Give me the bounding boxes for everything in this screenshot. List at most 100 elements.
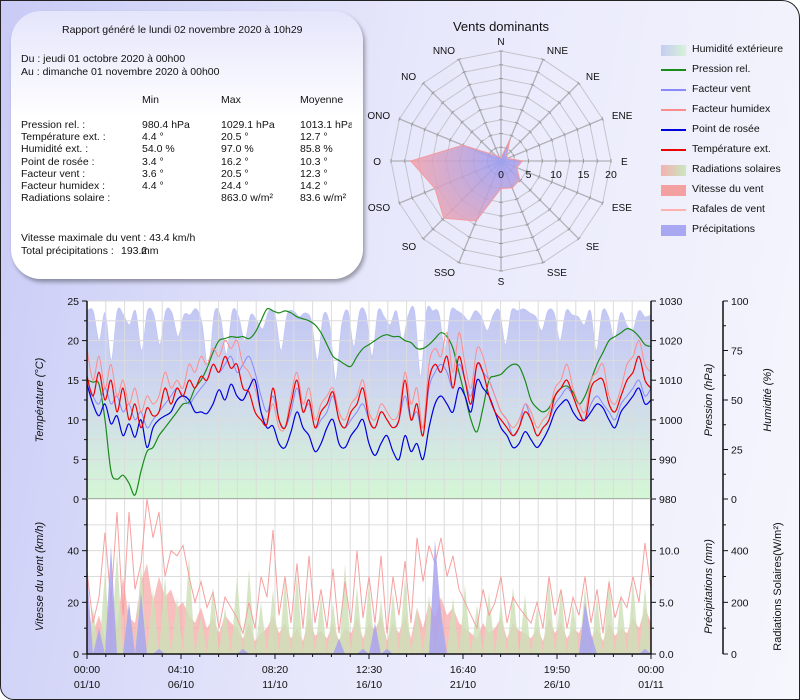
- stats-max: 97.0 %: [221, 143, 254, 156]
- radar-tick: [431, 91, 435, 95]
- radar-tick: [483, 121, 488, 125]
- radar-tick: [535, 248, 540, 252]
- radar-data-point: [500, 156, 502, 159]
- series-line-facteur-humidex: [86, 332, 652, 432]
- humidity-axis-tick-label: 0: [731, 494, 737, 506]
- radar-tick-label: 0: [498, 169, 504, 181]
- radar-tick: [456, 261, 461, 264]
- x-tick-label-time: 12:30: [356, 664, 382, 676]
- radar-tick: [525, 169, 528, 174]
- radar-tick: [488, 134, 493, 137]
- wind-axis-tick-label: 40: [67, 546, 79, 558]
- x-tick-label-time: 00:00: [638, 664, 664, 676]
- col-header-avg: Moyenne: [300, 94, 344, 106]
- radar-tick: [436, 132, 439, 137]
- total-rain-label: Total précipitations :: [21, 245, 114, 257]
- radar-data-point: [511, 187, 513, 189]
- radar-tick: [557, 217, 562, 222]
- radar-tick: [575, 190, 579, 195]
- radar-tick: [460, 120, 464, 124]
- legend-label: Humidité extérieure: [692, 43, 784, 55]
- legend-line: [661, 129, 686, 131]
- radar-tick: [467, 83, 472, 87]
- radar-tick: [440, 100, 445, 105]
- pressure-axis-tick-label: 990: [659, 454, 677, 466]
- stats-label: Point de rosée :: [21, 155, 95, 168]
- radar-tick-label: 10: [550, 169, 562, 181]
- humidity-axis-title: Humidité (%): [762, 368, 774, 432]
- radar-data-point: [506, 157, 509, 160]
- stats-min: 3.4 °: [142, 155, 164, 168]
- legend-swatch: [661, 185, 686, 196]
- wind-axis-tick-label: 0: [73, 649, 79, 661]
- radar-tick: [535, 70, 540, 74]
- radar-tick: [514, 197, 519, 201]
- x-tick-label-date: 01/11: [638, 679, 664, 691]
- stats-label: Facteur vent :: [21, 167, 86, 180]
- radar-data-point: [500, 187, 502, 190]
- radar-data-point: [410, 160, 412, 162]
- temperature-axis-title: Température (°C): [34, 357, 46, 442]
- x-tick-label-date: 01/10: [74, 679, 100, 691]
- radar-direction-label: ESE: [612, 203, 632, 214]
- radar-tick-label: 5: [526, 169, 532, 181]
- radar-tick: [470, 130, 474, 134]
- temperature-axis-tick-label: 5: [73, 454, 79, 466]
- radar-tick: [462, 248, 467, 252]
- radar-direction-label: ENE: [612, 111, 633, 122]
- radar-data-point: [498, 156, 501, 158]
- radiation-axis-tick-label: 400: [731, 546, 749, 558]
- radar-data-point: [494, 154, 496, 156]
- wind-rain-chart: 0 20 40 0.0 5.0 10.0 0 200 400 00:00 01/10 04:10 06/…: [34, 498, 784, 691]
- pressure-axis-title: Pression (hPa): [703, 363, 715, 436]
- legend-line: [661, 89, 686, 91]
- period-from: Du : jeudi 01 octobre 2020 à 00h00: [21, 53, 186, 65]
- radar-tick: [557, 100, 562, 105]
- legend-swatch: [661, 45, 686, 56]
- radar-tick: [525, 223, 530, 226]
- radar-direction-label: SSO: [434, 268, 455, 279]
- stats-min: 980.4 hPa: [142, 119, 190, 131]
- stats-avg: 10.3 °: [300, 155, 328, 168]
- radar-direction-label: OSO: [368, 203, 390, 214]
- legend-label: Facteur humidex: [692, 103, 771, 115]
- radar-tick: [431, 227, 435, 231]
- radar-data-point: [518, 178, 521, 181]
- radar-data-point: [475, 220, 477, 222]
- radar-direction-label: SO: [402, 242, 417, 253]
- radar-tick: [462, 70, 467, 74]
- radar-data-point: [515, 166, 518, 169]
- radar-tick: [601, 201, 604, 206]
- radar-data-point: [443, 217, 445, 219]
- legend-label: Radiations solaires: [692, 163, 781, 175]
- temperature-axis-tick-label: 25: [67, 296, 79, 308]
- series-line-temp-rature-ext-: [86, 355, 652, 437]
- radar-tick: [530, 235, 535, 239]
- radar-tick: [467, 235, 472, 239]
- legend-label: Vitesse du vent: [692, 183, 764, 195]
- radar-tick: [538, 120, 542, 124]
- legend-line: [661, 69, 686, 71]
- radar-tick: [489, 149, 494, 154]
- radar-data-point: [509, 138, 511, 140]
- temperature-pressure-chart: 0 5 10 15 20 25 980 990 1000 1010 1020 1030 0 25 50 75 1…: [34, 296, 774, 506]
- radar-data-point: [506, 154, 508, 156]
- period-to: Au : dimanche 01 novembre 2020 à 00h00: [21, 66, 220, 78]
- rain-axis-tick-label: 10.0: [659, 546, 680, 558]
- radar-direction-label: SE: [586, 242, 600, 253]
- summary-panel: Rapport généré le lundi 02 novembre 2020…: [11, 11, 363, 279]
- stats-min: 4.4 °: [142, 131, 164, 144]
- radar-tick: [577, 81, 581, 85]
- radar-data-area: [409, 138, 524, 222]
- total-rain-value: 193.2: [121, 245, 148, 257]
- x-tick-label-date: 21/10: [450, 679, 476, 691]
- radar-tick: [440, 217, 445, 222]
- x-tick-label-date: 26/10: [544, 679, 570, 691]
- radar-tick-label: 15: [578, 169, 590, 181]
- radar-tick: [525, 96, 530, 99]
- radar-tick: [479, 139, 484, 144]
- radar-tick: [537, 143, 541, 148]
- radar-title: Vents dominants: [453, 19, 550, 34]
- temperature-axis-tick-label: 0: [73, 494, 79, 506]
